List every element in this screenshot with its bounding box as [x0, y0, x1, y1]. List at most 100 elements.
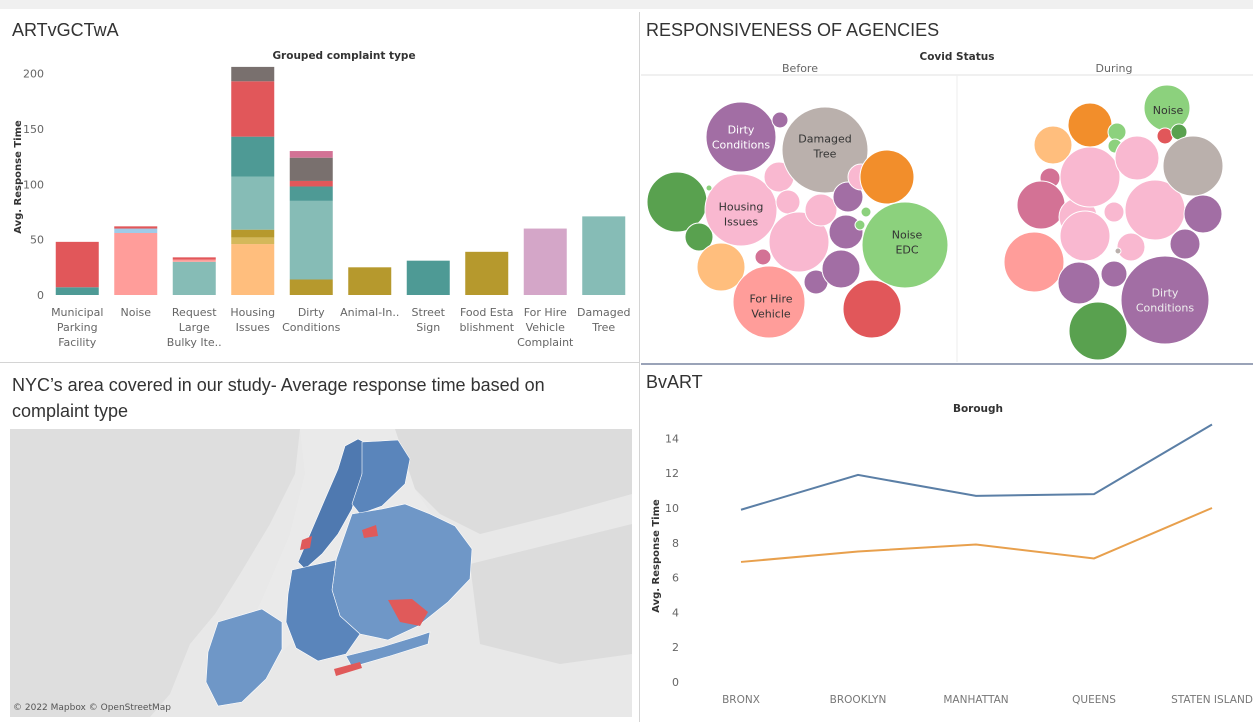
- x-tick-label: BROOKLYN: [830, 694, 887, 706]
- bubble[interactable]: [821, 249, 861, 289]
- bubble[interactable]: [754, 248, 772, 266]
- bubble[interactable]: [771, 111, 789, 129]
- bar-segment[interactable]: [289, 180, 333, 187]
- bar-segment[interactable]: [406, 260, 450, 295]
- bubble[interactable]: [768, 211, 830, 273]
- bubble[interactable]: [1016, 180, 1066, 230]
- covid-status-header: Covid Status: [920, 51, 995, 63]
- bar-segment[interactable]: [289, 200, 333, 280]
- bar-segment[interactable]: [55, 287, 99, 295]
- bar-segment[interactable]: [348, 267, 392, 295]
- bubble[interactable]: [1169, 228, 1201, 260]
- bubble[interactable]: [1107, 122, 1127, 142]
- bubble[interactable]: [1003, 231, 1065, 293]
- bubble[interactable]: [1183, 194, 1223, 234]
- nyc-map[interactable]: © 2022 Mapbox © OpenStreetMap: [0, 364, 638, 722]
- bar-segment[interactable]: [55, 241, 99, 288]
- bubble[interactable]: [1059, 146, 1121, 208]
- bar-segment[interactable]: [172, 257, 216, 260]
- bar-segment[interactable]: [114, 232, 158, 295]
- line-chart: Borough Avg. Response Time 0 2 4 6 8 10 12 14 BRON…: [651, 403, 1253, 706]
- bar-segment[interactable]: [465, 251, 509, 295]
- y-tick-label: 150: [23, 123, 44, 136]
- bubble[interactable]: [705, 184, 713, 192]
- x-tick-label: Animal-In..: [340, 306, 399, 319]
- bubble[interactable]: [1057, 261, 1101, 305]
- panel-title: NYC’s area covered in our study- Average…: [12, 375, 545, 421]
- bar-segment[interactable]: [114, 226, 158, 229]
- bubble-label: Noise: [892, 229, 923, 242]
- bubble[interactable]: [1114, 135, 1160, 181]
- series-line[interactable]: [740, 423, 1213, 511]
- bronx-region[interactable]: [351, 439, 411, 515]
- bubble[interactable]: [832, 181, 864, 213]
- bubble[interactable]: [861, 201, 949, 289]
- bar-segment[interactable]: [289, 279, 333, 295]
- bubble[interactable]: [684, 222, 714, 252]
- bubble[interactable]: [854, 219, 866, 231]
- bubble-label: Damaged: [798, 133, 851, 146]
- bar-segment[interactable]: [172, 259, 216, 262]
- panel-complaint-type-chart: ARTvGCTwA Grouped complaint type Avg. Res…: [0, 12, 638, 362]
- bubble[interactable]: [1100, 260, 1128, 288]
- bar-segment[interactable]: [231, 136, 275, 177]
- bubble[interactable]: [1116, 232, 1146, 262]
- bubble[interactable]: [1059, 210, 1111, 262]
- bubble[interactable]: [1156, 127, 1174, 145]
- bar-segment[interactable]: [231, 66, 275, 82]
- x-tick-label: Housing: [230, 306, 275, 319]
- bubble[interactable]: [775, 189, 801, 215]
- bar-segment[interactable]: [289, 157, 333, 181]
- staten-island-region[interactable]: [205, 608, 283, 707]
- x-tick-label: BRONX: [722, 694, 760, 706]
- bar-segment[interactable]: [231, 229, 275, 238]
- highlight-region[interactable]: [334, 662, 362, 676]
- bubble[interactable]: [1068, 301, 1128, 361]
- bubble[interactable]: [860, 206, 872, 218]
- bubble[interactable]: [732, 265, 806, 339]
- bubble[interactable]: [804, 193, 838, 227]
- highlight-region[interactable]: [300, 536, 312, 550]
- bar-segment[interactable]: [172, 261, 216, 295]
- x-tick-label: Street: [412, 306, 446, 319]
- panel-borough-chart: BvART Borough Avg. Response Time 0 2 4 6 8 10 12…: [641, 366, 1253, 722]
- brooklyn-region[interactable]: [285, 559, 361, 662]
- bubble-label: For Hire: [749, 293, 792, 306]
- bubble[interactable]: [1120, 255, 1210, 345]
- bar-segment[interactable]: [289, 151, 333, 158]
- x-tick-label: Large: [179, 321, 210, 334]
- x-tick-label: Food Esta: [460, 306, 514, 319]
- bubble[interactable]: [828, 214, 864, 250]
- bubble[interactable]: [859, 149, 915, 205]
- chart-title: Grouped complaint type: [272, 50, 415, 62]
- bubble[interactable]: [1033, 125, 1073, 165]
- highlight-region[interactable]: [362, 525, 378, 538]
- bar-segment[interactable]: [231, 81, 275, 137]
- highlight-region[interactable]: [388, 599, 428, 626]
- bubble[interactable]: [704, 173, 778, 247]
- x-tick-label: Tree: [591, 321, 615, 334]
- bar-segment[interactable]: [231, 244, 275, 295]
- bubble[interactable]: [696, 242, 746, 292]
- x-tick-label: Noise: [120, 306, 151, 319]
- bar-segment[interactable]: [289, 186, 333, 201]
- bar-segment[interactable]: [231, 237, 275, 245]
- bar-segment[interactable]: [231, 176, 275, 230]
- bar-segment[interactable]: [523, 228, 567, 295]
- x-tick-label: QUEENS: [1072, 694, 1116, 706]
- bar-segment[interactable]: [582, 216, 626, 295]
- bubble[interactable]: [705, 101, 777, 173]
- bubble-label: Tree: [813, 148, 837, 161]
- bar-segment[interactable]: [114, 228, 158, 233]
- bubble[interactable]: [1067, 102, 1113, 148]
- top-strip: [0, 0, 1253, 9]
- bronx-land: [390, 429, 632, 534]
- bubble[interactable]: [1162, 135, 1224, 197]
- bubble[interactable]: [781, 106, 869, 194]
- bubble[interactable]: [1114, 247, 1122, 255]
- bubble[interactable]: [842, 279, 902, 339]
- horizontal-divider-left: [0, 362, 639, 363]
- bubble[interactable]: [1103, 201, 1125, 223]
- y-tick-label: 12: [665, 467, 679, 480]
- series-line[interactable]: [740, 507, 1213, 563]
